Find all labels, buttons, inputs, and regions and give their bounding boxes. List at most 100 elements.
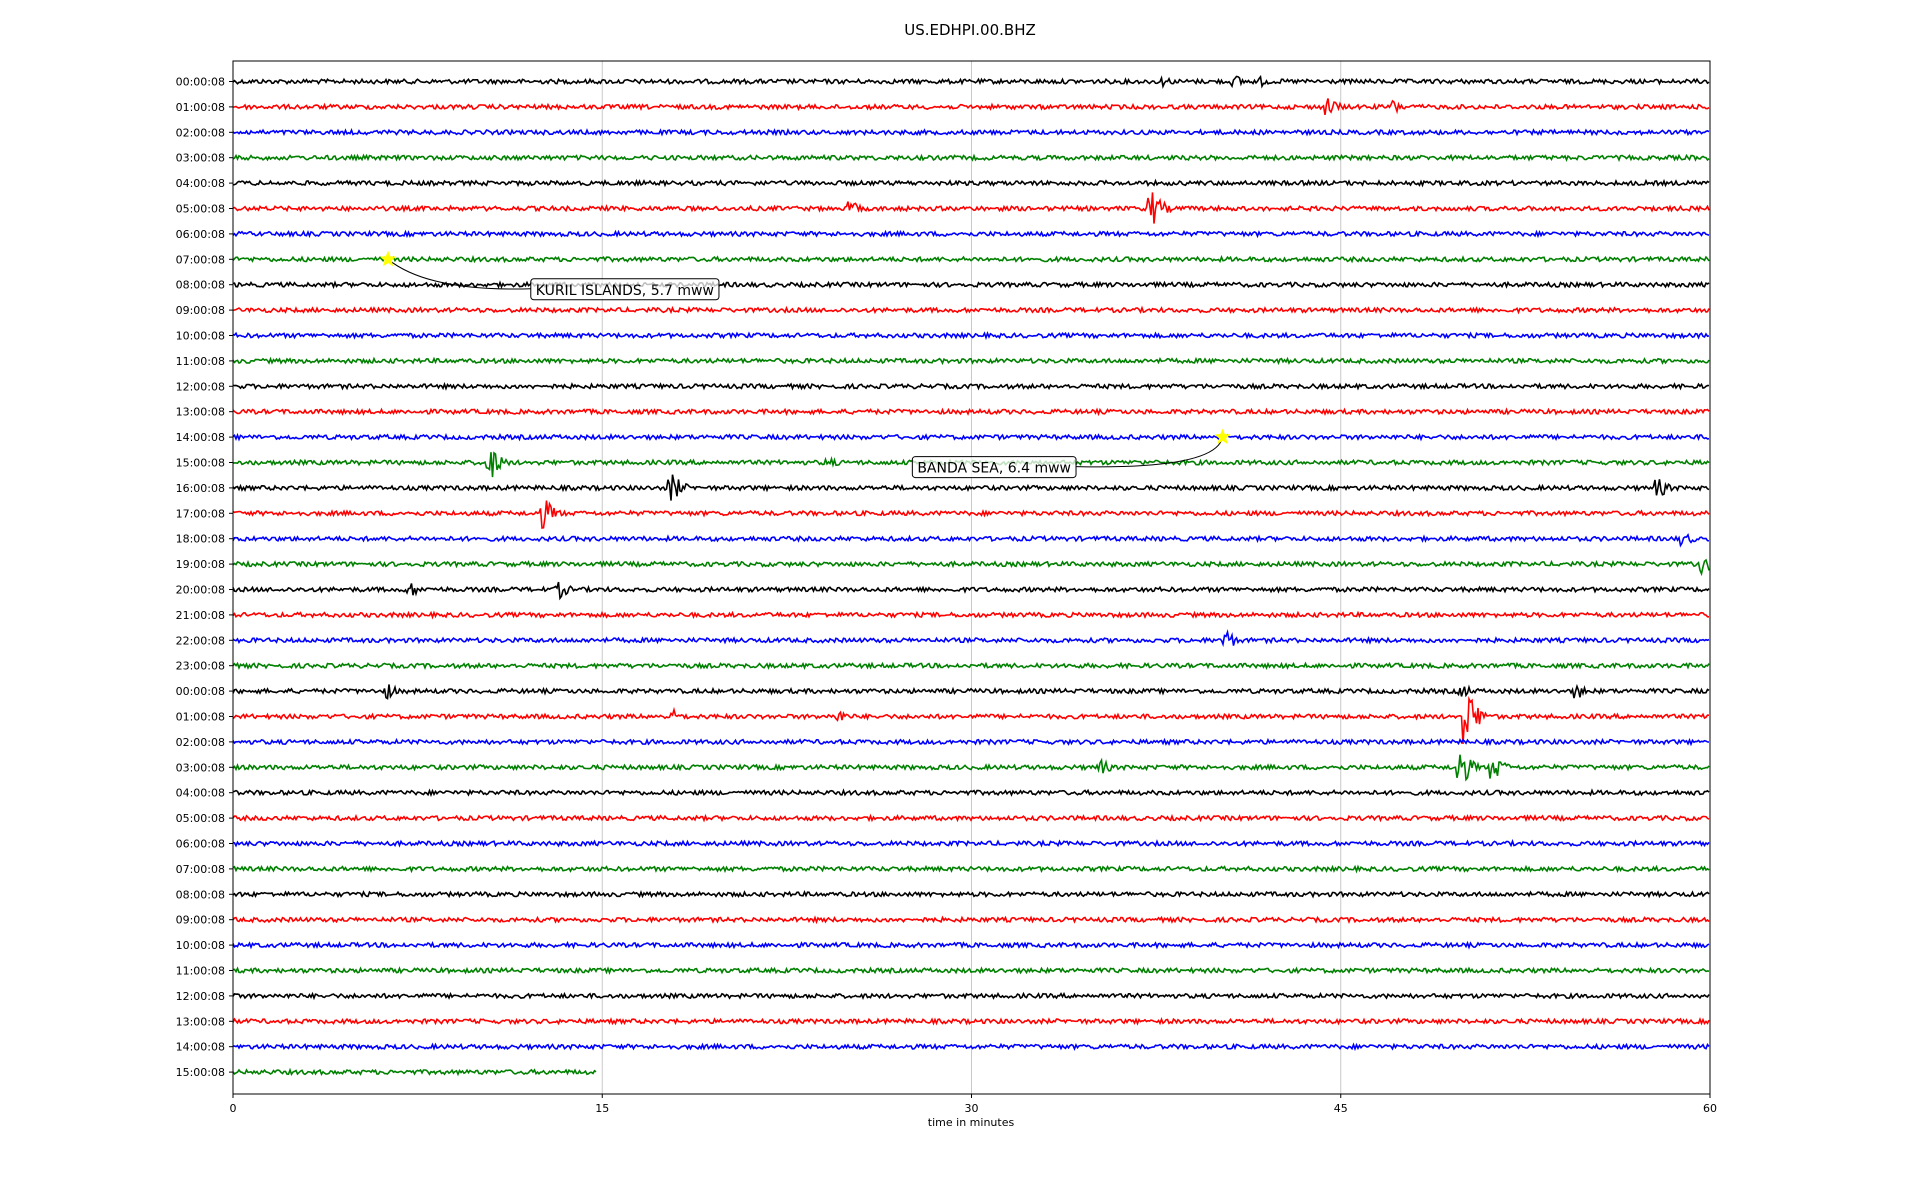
row-label-17: 17:00:08	[176, 507, 225, 520]
row-label-11: 11:00:08	[176, 355, 225, 368]
trace-row-18	[232, 533, 1710, 548]
row-label-34: 10:00:08	[176, 939, 225, 952]
trace-row-9	[232, 305, 1710, 315]
row-label-19: 19:00:08	[176, 558, 225, 571]
row-label-1: 01:00:08	[176, 101, 225, 114]
row-label-13: 13:00:08	[176, 406, 225, 419]
trace-row-20	[232, 581, 1710, 601]
row-label-15: 15:00:08	[176, 457, 225, 470]
trace-row-27	[232, 754, 1710, 782]
trace-row-14	[232, 432, 1710, 442]
x-tick-label-3: 45	[1334, 1102, 1348, 1115]
row-label-30: 06:00:08	[176, 838, 225, 851]
trace-row-13	[232, 407, 1710, 417]
row-label-38: 14:00:08	[176, 1041, 225, 1054]
row-time-labels: 00:00:08 01:00:08 02:00:08 03:00:08 04:00:08…	[176, 76, 233, 1079]
x-axis-label: time in minutes	[928, 1116, 1015, 1129]
trace-row-7	[232, 254, 1710, 264]
row-label-36: 12:00:08	[176, 990, 225, 1003]
trace-row-1	[233, 98, 1710, 116]
annotation-box-0	[530, 278, 720, 301]
trace-row-4	[232, 178, 1710, 188]
grid-lines	[601, 61, 1342, 1094]
x-tick-label-4: 60	[1703, 1102, 1717, 1115]
row-label-0: 00:00:08	[176, 76, 225, 89]
trace-rows	[232, 74, 1710, 1077]
trace-row-38	[233, 1042, 1710, 1052]
row-label-2: 02:00:08	[176, 126, 225, 139]
trace-row-31	[232, 864, 1710, 874]
row-label-7: 07:00:08	[176, 253, 225, 266]
row-label-20: 20:00:08	[176, 584, 225, 597]
trace-row-11	[232, 356, 1710, 366]
row-label-31: 07:00:08	[176, 863, 225, 876]
trace-row-23	[232, 661, 1710, 671]
row-label-23: 23:00:08	[176, 660, 225, 673]
trace-row-12	[232, 381, 1710, 391]
trace-row-8	[232, 280, 1710, 290]
row-label-10: 10:00:08	[176, 330, 225, 343]
row-label-37: 13:00:08	[176, 1015, 225, 1028]
row-label-35: 11:00:08	[176, 965, 225, 978]
annotation-label-1: BANDA SEA, 6.4 mww	[917, 461, 1071, 477]
row-label-5: 05:00:08	[176, 203, 225, 216]
row-label-6: 06:00:08	[176, 228, 225, 241]
x-tick-label-2: 30	[965, 1102, 979, 1115]
trace-row-6	[232, 229, 1710, 239]
row-label-25: 01:00:08	[176, 711, 225, 724]
trace-row-0	[232, 74, 1710, 90]
trace-row-37	[232, 1017, 1710, 1026]
row-label-16: 16:00:08	[176, 482, 225, 495]
row-label-12: 12:00:08	[176, 380, 225, 393]
trace-row-25	[232, 695, 1709, 745]
event-star-1	[1214, 428, 1231, 445]
row-label-21: 21:00:08	[176, 609, 225, 622]
row-label-29: 05:00:08	[176, 812, 225, 825]
trace-row-2	[232, 127, 1710, 137]
trace-row-22	[232, 629, 1710, 648]
plot-frame	[232, 60, 1711, 1095]
trace-row-3	[232, 153, 1710, 162]
trace-row-21	[232, 610, 1710, 620]
row-label-39: 15:00:08	[176, 1066, 225, 1079]
row-label-26: 02:00:08	[176, 736, 225, 749]
x-tick-label-0: 0	[230, 1102, 237, 1115]
row-label-22: 22:00:08	[176, 634, 225, 647]
trace-row-5	[232, 192, 1710, 224]
annotation-box-1	[911, 456, 1077, 479]
trace-row-26	[232, 737, 1710, 747]
event-star-0	[379, 250, 397, 267]
row-label-4: 04:00:08	[176, 177, 225, 190]
x-tick-label-1: 15	[595, 1102, 609, 1115]
x-axis-ticks: 0 15 30 45 60	[230, 1094, 1717, 1115]
trace-row-35	[233, 966, 1710, 976]
annotation-label-0: KURIL ISLANDS, 5.7 mww	[536, 283, 714, 299]
trace-row-29	[232, 813, 1710, 823]
row-label-3: 03:00:08	[176, 152, 225, 165]
trace-row-33	[232, 915, 1710, 925]
trace-row-32	[232, 890, 1710, 899]
trace-row-28	[232, 788, 1710, 798]
chart-title: US.EDHPI.00.BHZ	[904, 21, 1036, 39]
event-annotations: KURIL ISLANDS, 5.7 mww BANDA SEA, 6.4 mww	[379, 250, 1231, 479]
trace-row-36	[232, 991, 1710, 1001]
trace-row-19	[232, 558, 1710, 577]
annotation-connector-0	[387, 258, 531, 290]
trace-row-10	[232, 331, 1710, 341]
row-label-14: 14:00:08	[176, 431, 225, 444]
trace-row-24	[232, 683, 1710, 700]
annotation-connector-1	[1076, 436, 1224, 468]
row-label-8: 08:00:08	[176, 279, 225, 292]
row-label-28: 04:00:08	[176, 787, 225, 800]
trace-row-39	[232, 1067, 597, 1077]
row-label-33: 09:00:08	[176, 914, 225, 927]
row-label-32: 08:00:08	[176, 888, 225, 901]
row-label-9: 09:00:08	[176, 304, 225, 317]
row-label-27: 03:00:08	[176, 761, 225, 774]
trace-row-17	[232, 500, 1710, 529]
trace-row-30	[232, 838, 1710, 848]
trace-row-16	[232, 474, 1710, 501]
row-label-18: 18:00:08	[176, 533, 225, 546]
